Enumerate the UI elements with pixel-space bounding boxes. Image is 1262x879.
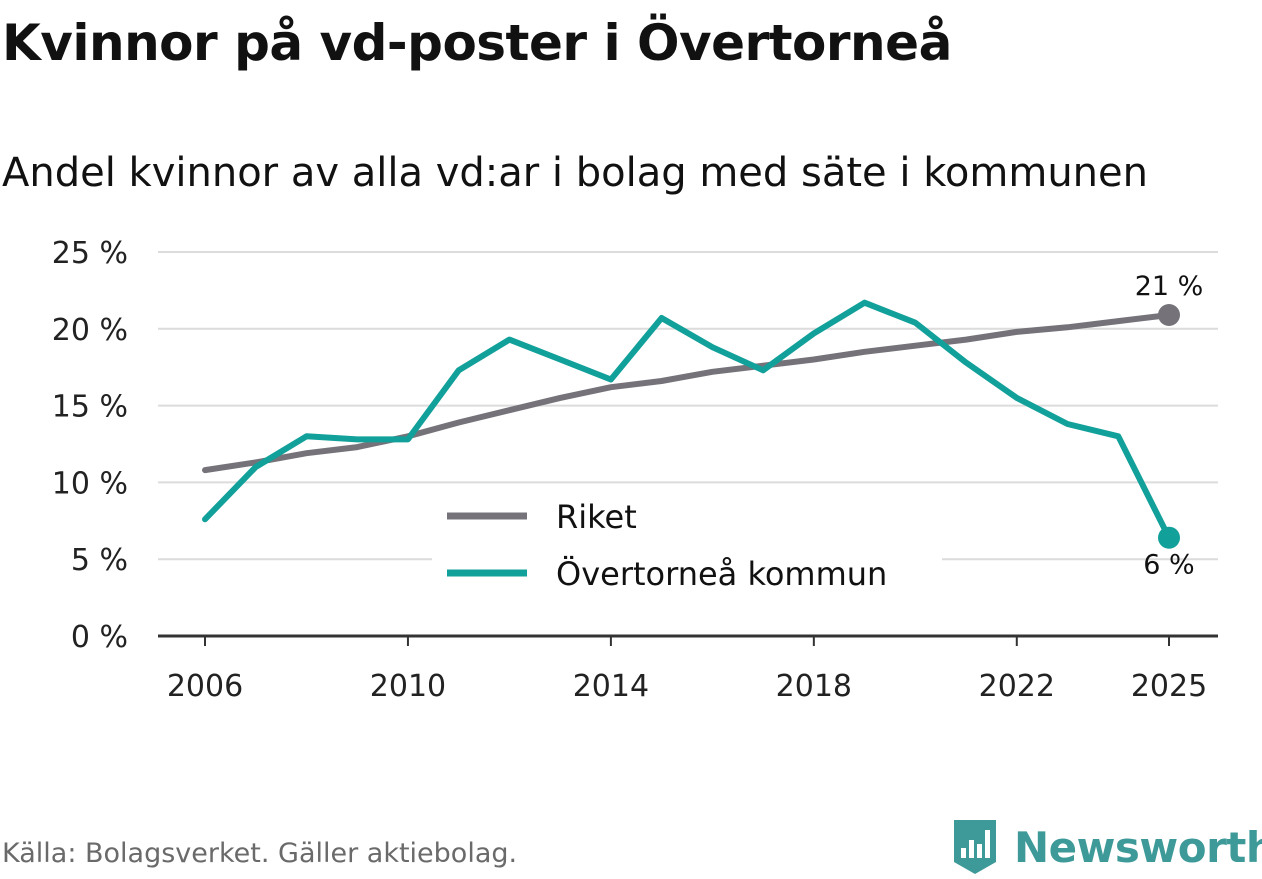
- series-line-overtornea: [202, 299, 1172, 541]
- chart-title: Kvinnor på vd-poster i Övertorneå: [2, 14, 952, 72]
- x-tick-label: 2006: [167, 669, 243, 704]
- brand-name: Newsworthy: [1014, 822, 1262, 872]
- x-axis-ticks: 2006 2010 2014 2018 2022 2025: [167, 636, 1207, 704]
- legend-label: Övertorneå kommun: [556, 555, 887, 593]
- legend-background: [432, 488, 942, 604]
- newsworthy-logo-icon: [954, 820, 996, 874]
- y-tick-label: 5 %: [71, 543, 128, 578]
- x-tick-label: 2025: [1131, 669, 1207, 704]
- y-tick-label: 25 %: [52, 236, 128, 271]
- brand: Newsworthy: [950, 818, 1262, 876]
- x-tick-label: 2010: [370, 669, 446, 704]
- legend: Riket Övertorneå kommun: [432, 488, 942, 604]
- source-note: Källa: Bolagsverket. Gäller aktiebolag.: [2, 838, 518, 869]
- y-tick-label: 10 %: [52, 466, 128, 501]
- end-labels: 21 % 6 %: [1135, 271, 1204, 581]
- end-value-label: 21 %: [1135, 271, 1204, 302]
- end-point-marker: [1158, 303, 1180, 326]
- chart-subtitle: Andel kvinnor av alla vd:ar i bolag med …: [2, 150, 1148, 196]
- x-tick-label: 2014: [573, 669, 649, 704]
- end-point-marker: [1158, 526, 1180, 549]
- y-tick-label: 0 %: [71, 620, 128, 655]
- end-value-label: 6 %: [1143, 550, 1194, 581]
- series-lines: [202, 299, 1180, 549]
- x-tick-label: 2022: [979, 669, 1055, 704]
- y-tick-label: 20 %: [52, 313, 128, 348]
- series-line-riket: [202, 312, 1172, 474]
- x-tick-label: 2018: [776, 669, 852, 704]
- y-tick-label: 15 %: [52, 390, 128, 425]
- legend-label: Riket: [556, 498, 637, 536]
- y-axis-ticks: 0 % 5 % 10 % 15 % 20 % 25 %: [52, 236, 128, 655]
